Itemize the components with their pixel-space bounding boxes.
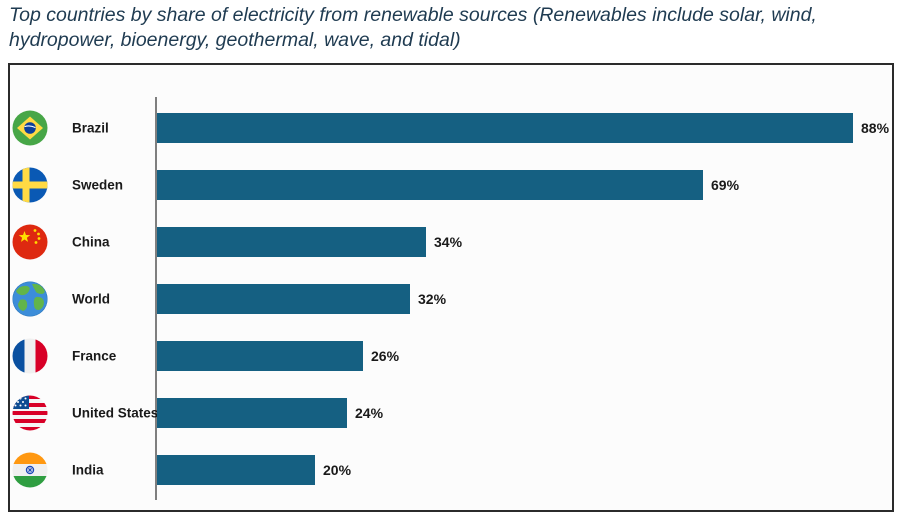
bar-france xyxy=(157,341,363,371)
country-label: United States xyxy=(72,405,159,421)
country-label: Sweden xyxy=(72,177,124,193)
chart-row-china: China 34% xyxy=(10,224,892,260)
france-flag-icon xyxy=(12,338,48,374)
value-label: 69% xyxy=(711,177,740,193)
chart-row-france: France 26% xyxy=(10,338,892,374)
chart-title: Top countries by share of electricity fr… xyxy=(9,4,817,51)
country-label: Brazil xyxy=(72,120,109,136)
value-label: 32% xyxy=(418,291,447,307)
value-label: 88% xyxy=(861,120,890,136)
bar-united-states xyxy=(157,398,347,428)
bar-sweden xyxy=(157,170,703,200)
value-label: 20% xyxy=(323,462,352,478)
bar-brazil xyxy=(157,113,853,143)
united-states-flag-icon xyxy=(12,395,48,431)
chart-row-world: World 32% xyxy=(10,281,892,317)
sweden-flag-icon xyxy=(12,167,48,203)
chart-area: Brazil 88% Sweden 69% xyxy=(8,63,894,512)
country-label: France xyxy=(72,348,117,364)
chart-row-sweden: Sweden 69% xyxy=(10,167,892,203)
bar-world xyxy=(157,284,410,314)
chart-row-brazil: Brazil 88% xyxy=(10,110,892,146)
value-label: 24% xyxy=(355,405,384,421)
brazil-flag-icon xyxy=(12,110,48,146)
chart-row-united-states: United States 24% xyxy=(10,395,892,431)
country-label: India xyxy=(72,462,104,478)
bar-china xyxy=(157,227,426,257)
china-flag-icon xyxy=(12,224,48,260)
country-label: World xyxy=(72,291,110,307)
india-flag-icon xyxy=(12,452,48,488)
value-label: 34% xyxy=(434,234,463,250)
y-axis-line xyxy=(155,97,157,500)
bar-india xyxy=(157,455,315,485)
chart-row-india: India 20% xyxy=(10,452,892,488)
country-label: China xyxy=(72,234,110,250)
value-label: 26% xyxy=(371,348,400,364)
world-globe-icon xyxy=(12,281,48,317)
